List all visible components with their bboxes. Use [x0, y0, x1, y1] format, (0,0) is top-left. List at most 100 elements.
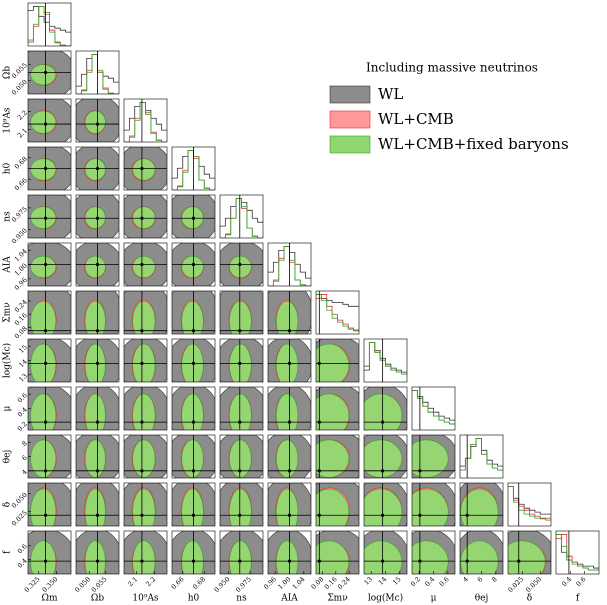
panel [220, 387, 263, 430]
truth-point [43, 166, 48, 171]
panel [124, 291, 167, 334]
y-tick-label: 14 [17, 358, 29, 370]
contour [132, 343, 156, 382]
panel-frame [219, 242, 264, 287]
histogram [460, 438, 503, 471]
panel-frame [171, 482, 216, 527]
x-tick-label: 0.96 [262, 575, 278, 591]
panel-frame [267, 290, 312, 335]
panel-frame [123, 242, 168, 287]
panel [76, 483, 119, 526]
x-axis-label: δ [527, 594, 532, 604]
panel [220, 483, 263, 526]
y-tick-label: 0.4 [16, 406, 29, 419]
panel-frame [27, 194, 72, 239]
panel-frame [219, 386, 264, 431]
panel-frame [219, 482, 264, 527]
truth-point [418, 559, 422, 563]
truth-point [140, 361, 144, 365]
truth-point [95, 166, 100, 171]
panel [220, 531, 263, 574]
panel-frame [123, 482, 168, 527]
panel [412, 531, 455, 574]
contour [181, 439, 204, 478]
x-tick-label: 0.66 [170, 575, 186, 591]
contour [132, 158, 156, 181]
truth-point [287, 559, 292, 563]
truth-point [191, 329, 196, 333]
truth-point [140, 262, 144, 267]
truth-point [140, 166, 144, 171]
truth-point [43, 70, 48, 75]
panel [364, 339, 407, 382]
panel [268, 243, 311, 286]
y-tick-label: 6 [20, 454, 29, 463]
truth-point [140, 559, 144, 563]
contour [84, 439, 106, 478]
x-axis-label: 10⁹As [132, 594, 159, 604]
contour [132, 206, 156, 229]
truth-point [95, 420, 100, 424]
panel-frame [27, 290, 72, 335]
panel-frame [75, 482, 120, 527]
truth-point [95, 329, 100, 333]
y-axis-label: log(Mc) [2, 343, 13, 378]
y-tick-label: 15 [17, 343, 29, 355]
panel-frame [459, 434, 504, 479]
truth-point [43, 122, 48, 126]
panel-frame [171, 290, 216, 335]
panel-frame [267, 434, 312, 479]
panel [124, 243, 167, 286]
x-tick-label: 0.68 [191, 575, 207, 591]
panel-frame [171, 434, 216, 479]
y-axis-label: δ [3, 502, 13, 507]
contour [84, 255, 106, 279]
truth-point [238, 469, 242, 473]
panel [28, 195, 71, 238]
y-axis-label: 10⁹As [3, 107, 13, 134]
truth-point [317, 361, 321, 365]
y-tick-label: 0.950 [10, 227, 29, 246]
contour [229, 343, 252, 382]
contour [229, 488, 252, 526]
panel-frame [171, 146, 216, 191]
truth-point [43, 420, 48, 424]
truth-point [287, 361, 292, 365]
panel-frame [267, 482, 312, 527]
contour [30, 255, 57, 279]
truth-point [43, 361, 48, 365]
truth-point [381, 559, 385, 563]
x-tick-label: 0.025 [506, 575, 525, 594]
truth-point [238, 329, 242, 333]
panel [220, 339, 263, 382]
panel-frame [267, 386, 312, 431]
histogram [364, 342, 407, 375]
contour [275, 488, 299, 526]
histogram [28, 6, 71, 46]
y-tick-label: 0.975 [10, 205, 29, 224]
panel [28, 291, 71, 334]
histogram [316, 294, 359, 332]
panel [316, 387, 359, 430]
y-tick-label: 0.96 [13, 276, 29, 292]
panel-frame [75, 50, 120, 95]
panel-frame [123, 290, 168, 335]
x-tick-label: 6 [476, 575, 485, 584]
contour [316, 540, 350, 574]
panel-frame [123, 338, 168, 383]
contour [132, 255, 156, 279]
x-tick-label: 15 [391, 575, 403, 587]
contour [364, 439, 403, 478]
panel [220, 243, 263, 286]
contour [84, 488, 106, 526]
panel [124, 387, 167, 430]
x-tick-label: 0.050 [73, 575, 92, 594]
y-tick-label: 0.2 [16, 420, 29, 433]
panel [268, 483, 311, 526]
x-tick-label: 0.6 [438, 575, 451, 588]
truth-point [95, 262, 100, 267]
panel [172, 387, 215, 430]
x-tick-label: 0.4 [423, 575, 436, 588]
x-tick-label: 0.4 [560, 575, 573, 588]
panel-frame [27, 530, 72, 575]
